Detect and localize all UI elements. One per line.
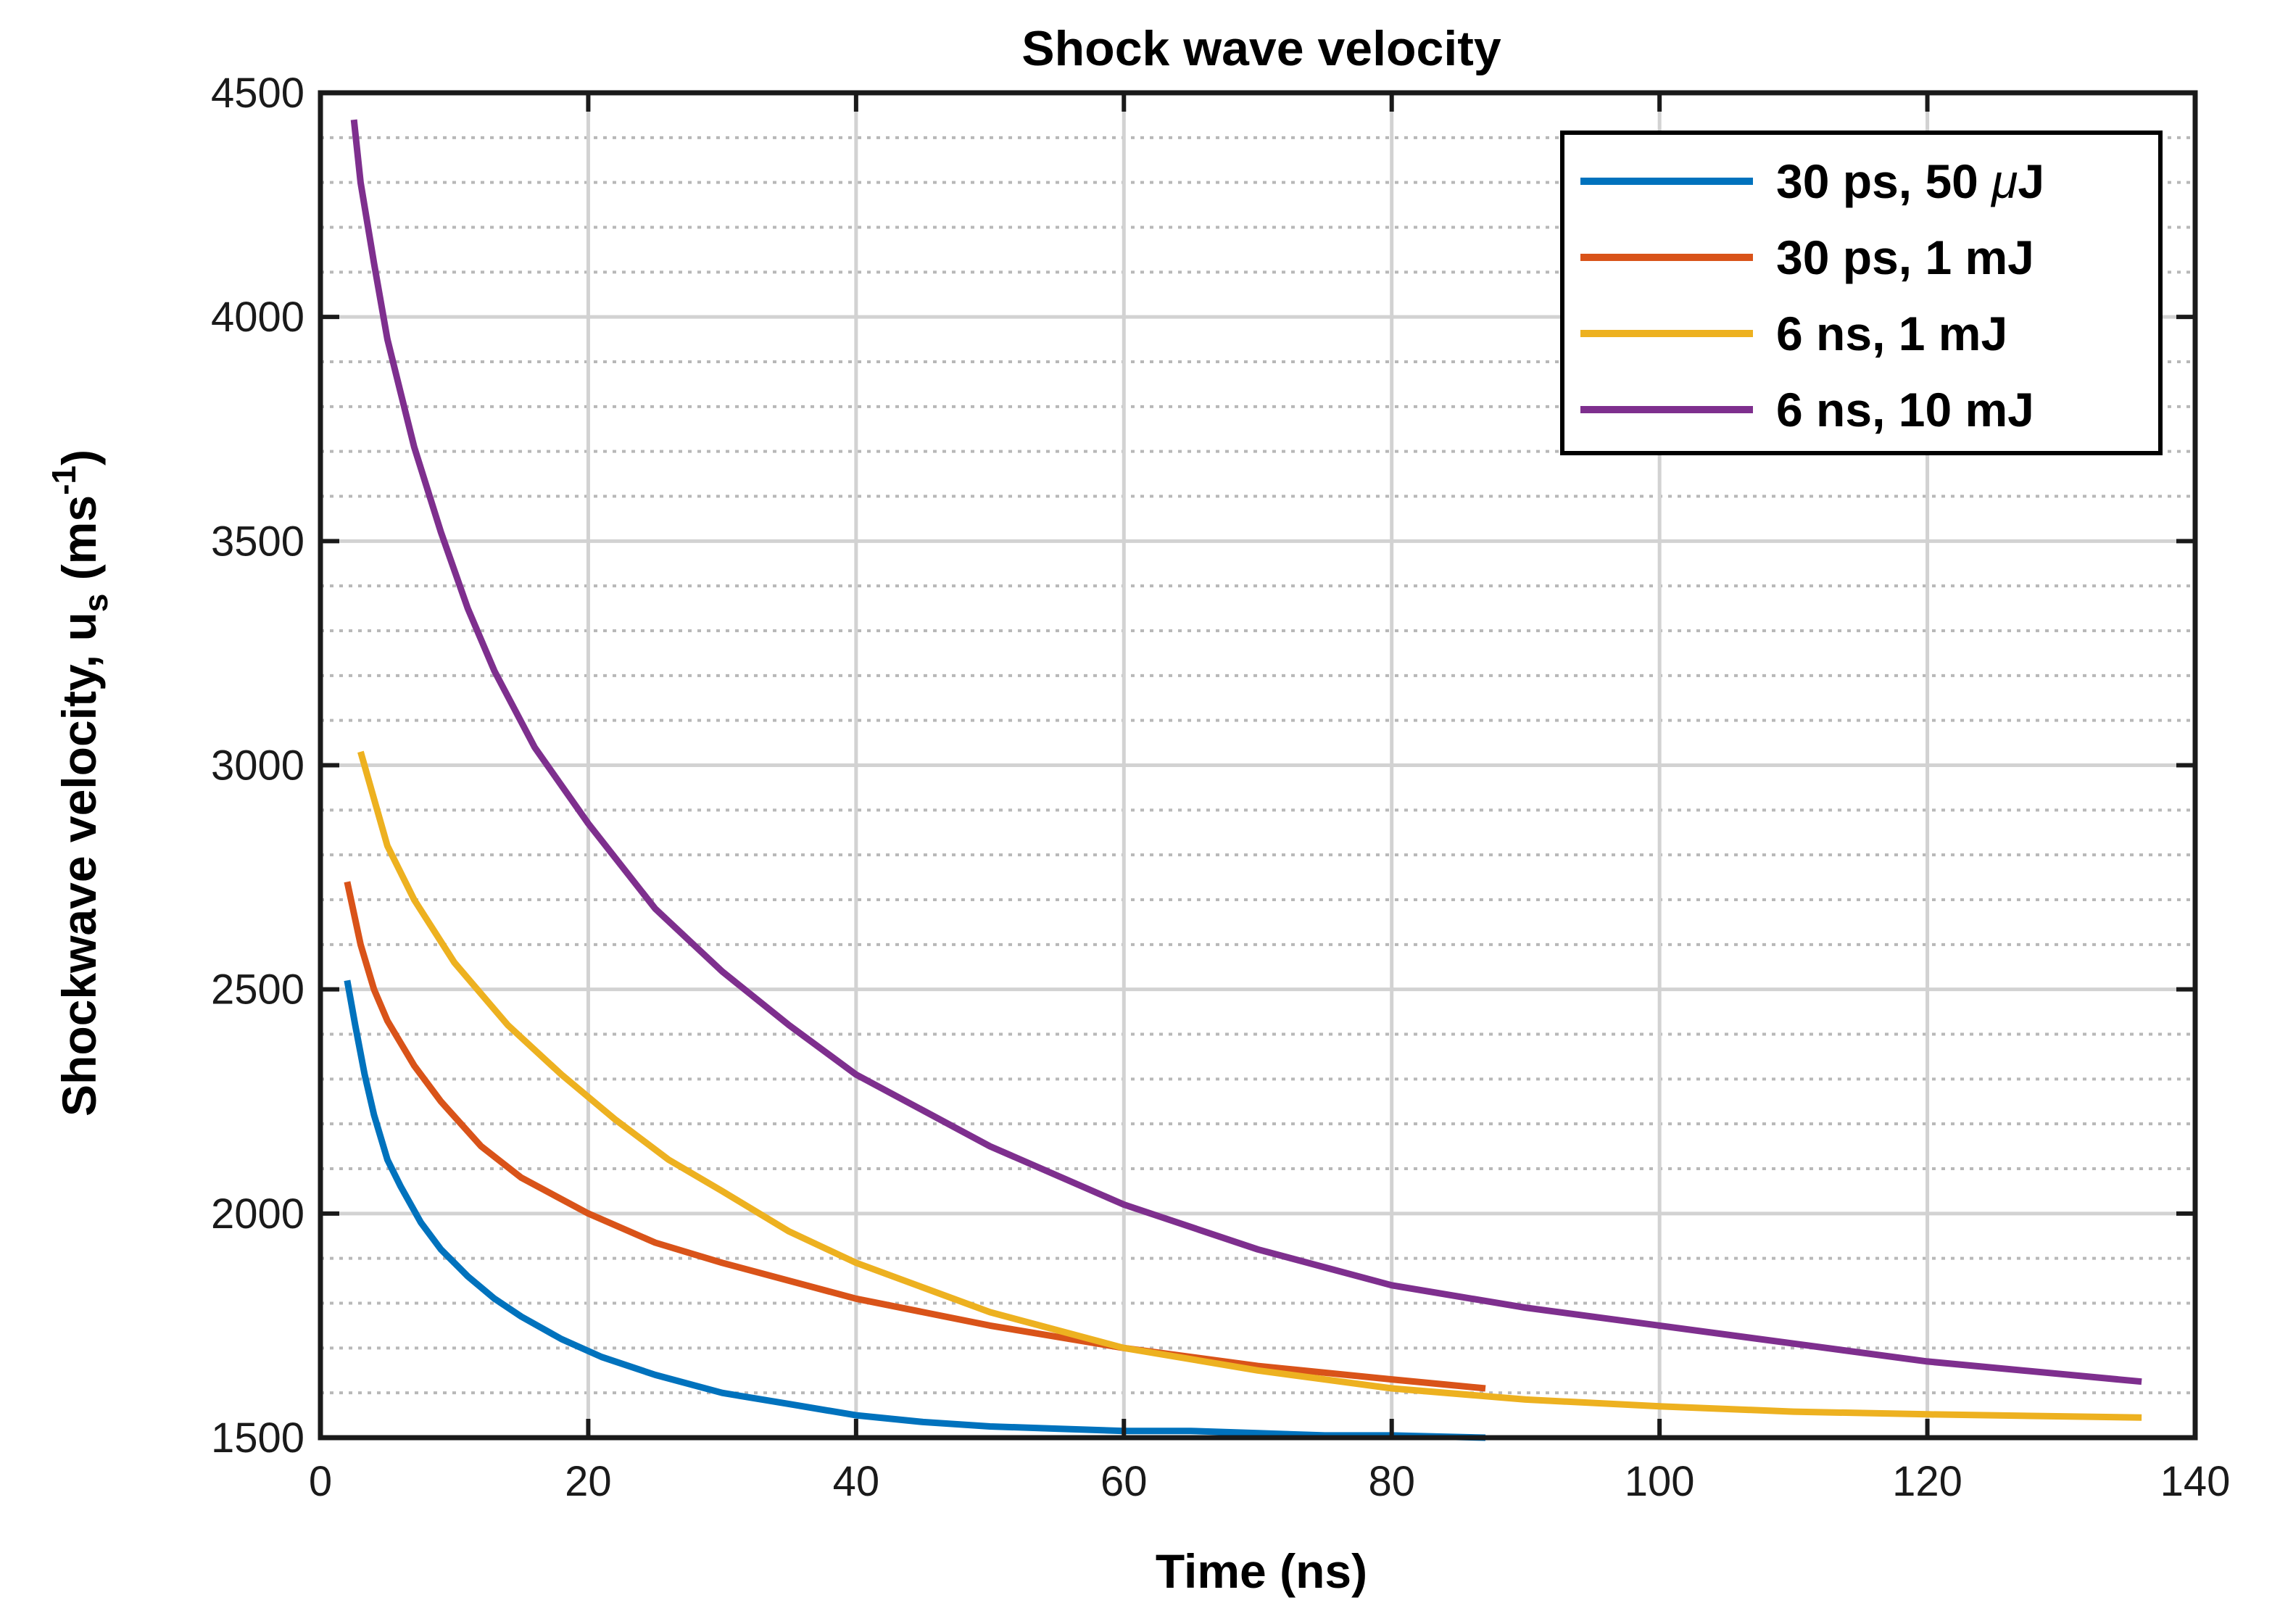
tick-marks (318, 91, 2197, 1440)
y-axis-label: Shockwave velocity, us (ms-1) (45, 450, 115, 1116)
series-line-1 (344, 979, 1486, 1441)
x-tick-label: 140 (2160, 1458, 2231, 1505)
legend-box (1560, 130, 2163, 455)
legend-label-4: 6 ns, 10 mJ (1776, 383, 2034, 436)
x-tick-labels: 0 20 40 60 80 100 120 140 (309, 1458, 2231, 1505)
minor-grid (320, 136, 2195, 1395)
y-axis-label-unit-close: ) (52, 450, 106, 465)
y-tick-labels: 1500 2000 2500 3000 3500 4000 4500 (211, 70, 304, 1462)
y-tick-label: 3000 (211, 742, 304, 790)
series-layer (344, 119, 2142, 1441)
y-tick-label: 2500 (211, 966, 304, 1014)
x-tick-label: 40 (833, 1458, 880, 1505)
legend-label-main: 6 ns, 1 mJ (1776, 307, 2007, 360)
y-axis-label-unit-open: (ms (52, 495, 106, 594)
y-tick-label: 3500 (211, 518, 304, 565)
x-tick-label: 100 (1625, 1458, 1695, 1505)
series-line-3 (357, 750, 2142, 1421)
legend-label-3: 6 ns, 1 mJ (1776, 307, 2007, 360)
chart-title: Shock wave velocity (1021, 21, 1501, 76)
major-grid (320, 93, 2195, 1438)
y-axis-label-main: Shockwave velocity, u (52, 612, 106, 1116)
legend-label-1: 30 ps, 50 μJ (1776, 154, 2044, 208)
x-tick-label: 60 (1100, 1458, 1148, 1505)
y-tick-label: 1500 (211, 1414, 304, 1462)
legend-entries: 30 ps, 50 μJ 30 ps, 1 mJ 6 ns, 1 mJ 6 ns, 1… (1580, 154, 2044, 436)
x-tick-label: 80 (1368, 1458, 1415, 1505)
y-tick-label: 4500 (211, 70, 304, 117)
legend-label-end: J (2018, 154, 2044, 208)
y-tick-label: 4000 (211, 294, 304, 341)
legend-label-symbol: μ (1990, 154, 2018, 208)
legend: 30 ps, 50 μJ 30 ps, 1 mJ 6 ns, 1 mJ 6 ns, 1… (1560, 130, 2163, 455)
legend-label-main: 30 ps, 1 mJ (1776, 231, 2034, 284)
legend-label-main: 30 ps, 50 (1776, 154, 1991, 208)
x-tick-label: 20 (565, 1458, 612, 1505)
y-axis-label-subscript: s (77, 594, 115, 613)
legend-label-2: 30 ps, 1 mJ (1776, 231, 2034, 284)
x-tick-label: 0 (309, 1458, 332, 1505)
legend-label-main: 6 ns, 10 mJ (1776, 383, 2034, 436)
y-tick-label: 2000 (211, 1190, 304, 1238)
series-line-4 (350, 119, 2142, 1385)
x-axis-label: Time (ns) (1156, 1544, 1367, 1598)
x-tick-label: 120 (1892, 1458, 1962, 1505)
y-axis-label-superscript: -1 (45, 465, 83, 495)
